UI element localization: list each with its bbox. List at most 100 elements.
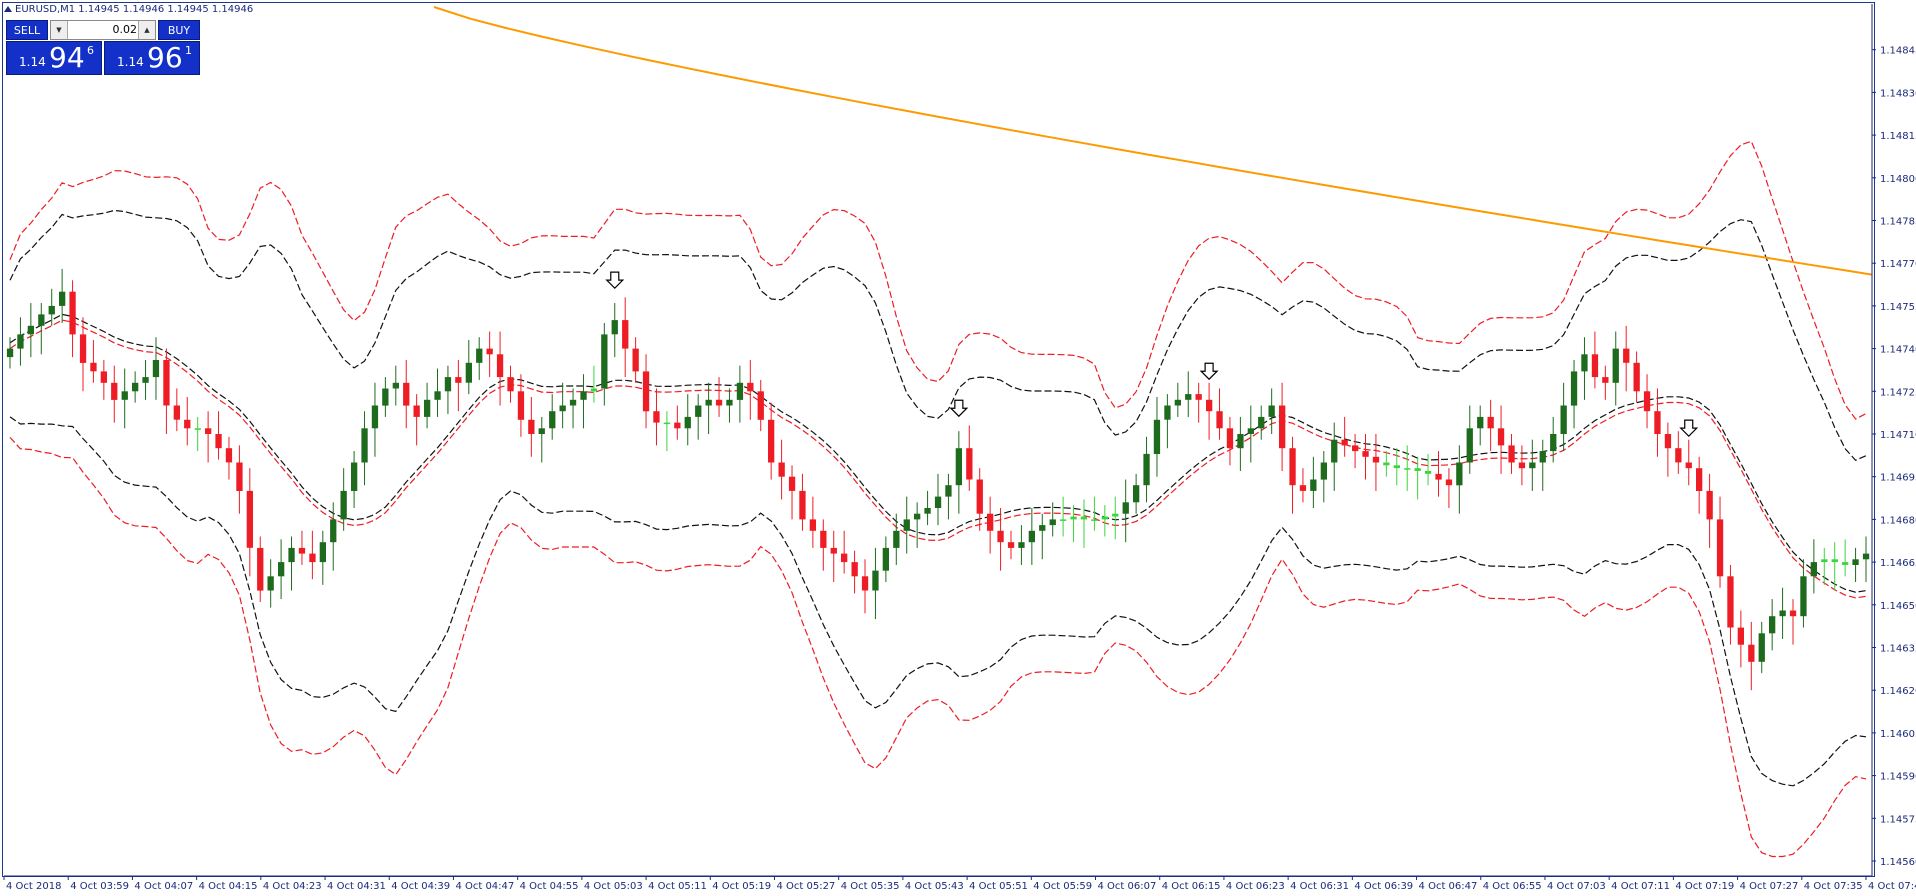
bull-candle [1122,502,1129,514]
price-tick-label: 1.14785 [1880,217,1916,228]
sell-price-box[interactable]: 1.14 94 6 [6,41,102,75]
bear-candle [1487,416,1494,429]
bull-candle [1164,405,1171,420]
bull-candle [267,576,274,591]
bull-candle [1112,513,1119,517]
price-tick-label: 1.14575 [1880,814,1916,825]
bull-candle [1456,462,1463,486]
bull-candle [580,391,587,400]
time-tick-label: 4 Oct 04:07 [134,881,193,892]
bear-candle [799,490,806,520]
lot-size-stepper[interactable]: ▼ 0.02 ▲ [50,20,156,40]
bull-candle [59,291,66,306]
bear-candle [1497,428,1505,446]
bear-candle [1706,490,1713,520]
time-tick-label: 4 Oct 07:19 [1675,881,1734,892]
bull-candle [590,388,598,392]
bear-candle [1518,462,1526,469]
bull-candle [538,428,545,434]
bull-candle [142,377,149,383]
bull-candle [914,513,921,520]
bull-candle [893,530,900,548]
bear-candle [1226,428,1234,449]
bear-candle [1831,559,1838,563]
bull-candle [924,508,931,514]
price-tick-label: 1.14590 [1880,772,1916,783]
time-tick-label: 4 Oct 07:27 [1740,881,1799,892]
bull-candle [330,519,337,543]
buy-price-box[interactable]: 1.14 96 1 [104,41,200,75]
buy-price-fraction: 1 [185,44,192,57]
buy-price-pips: 96 [147,41,183,74]
time-tick-label: 4 Oct 07:35 [1804,881,1863,892]
buy-button[interactable]: BUY [158,20,200,40]
bull-candle [194,428,201,430]
bull-candle [1237,434,1244,449]
time-tick-label: 4 Oct 05:03 [584,881,643,892]
one-click-trading-panel: SELL ▼ 0.02 ▲ BUY 1.14 94 6 1.14 96 1 [6,20,200,76]
bear-candle [1508,445,1515,463]
bear-candle [1716,519,1724,577]
bull-candle [1060,519,1067,521]
bear-candle [1727,576,1734,628]
price-tick-label: 1.14695 [1880,473,1916,484]
time-tick-label: 4 Oct 04:47 [455,881,514,892]
bull-candle [1185,394,1192,400]
lot-decrease-icon[interactable]: ▼ [51,21,68,39]
bear-candle [1414,468,1421,471]
price-axis: 1.14845 1.14830 1.14815 1.14800 1.14785 1.147… [1871,4,1916,876]
bull-candle [1800,576,1807,617]
bull-candle [1101,516,1108,520]
moving-average [433,6,1873,276]
lot-size-value[interactable]: 0.02 [112,23,138,36]
bull-candle [1133,485,1140,503]
bull-candle [1310,479,1317,491]
bull-candle [1268,405,1275,417]
bear-candle [517,391,525,420]
bear-candle [1623,348,1630,363]
lot-increase-icon[interactable]: ▲ [138,21,155,39]
triangle-up-icon [4,6,12,12]
bull-candle [382,388,389,406]
bear-candle [163,360,170,406]
bull-candle [955,448,962,486]
bear-candle [997,530,1004,543]
bull-candle [121,391,128,400]
bull-candle [392,382,399,389]
time-tick-label: 4 Oct 07:11 [1611,881,1670,892]
bull-candle [1758,633,1765,662]
bear-candle [1289,448,1296,486]
bear-candle [1424,471,1432,474]
bear-candle [507,377,514,392]
bull-candle [1862,553,1870,560]
bear-candle [1737,627,1744,645]
bear-candle [1748,644,1755,662]
time-tick-label: 4 Oct 07:03 [1547,881,1606,892]
time-tick-label: 4 Oct 04:31 [327,881,386,892]
bull-candle [872,570,879,591]
bull-candle [319,542,326,563]
bear-candle [674,422,681,429]
arrow-down-icon [605,271,625,289]
bear-candle [1445,479,1453,486]
bull-candle [1550,434,1557,452]
bull-candle [1039,525,1046,531]
time-tick-label: 4 Oct 06:23 [1226,881,1285,892]
sell-button[interactable]: SELL [6,20,48,40]
bull-candle [1404,468,1411,470]
price-tick-label: 1.14740 [1880,345,1916,356]
bull-candle [1320,462,1327,480]
bear-candle [403,382,410,406]
price-tick-label: 1.14605 [1880,729,1916,740]
bull-candle [1612,348,1619,383]
bull-candle [1581,354,1588,372]
bear-candle [966,448,973,480]
bear-candle [215,434,222,449]
bull-candle [340,490,347,520]
bear-candle [246,490,253,548]
bull-candle [1821,559,1828,563]
bear-candle [653,411,660,423]
bull-candle [1477,416,1484,429]
bull-candle [1018,542,1025,548]
